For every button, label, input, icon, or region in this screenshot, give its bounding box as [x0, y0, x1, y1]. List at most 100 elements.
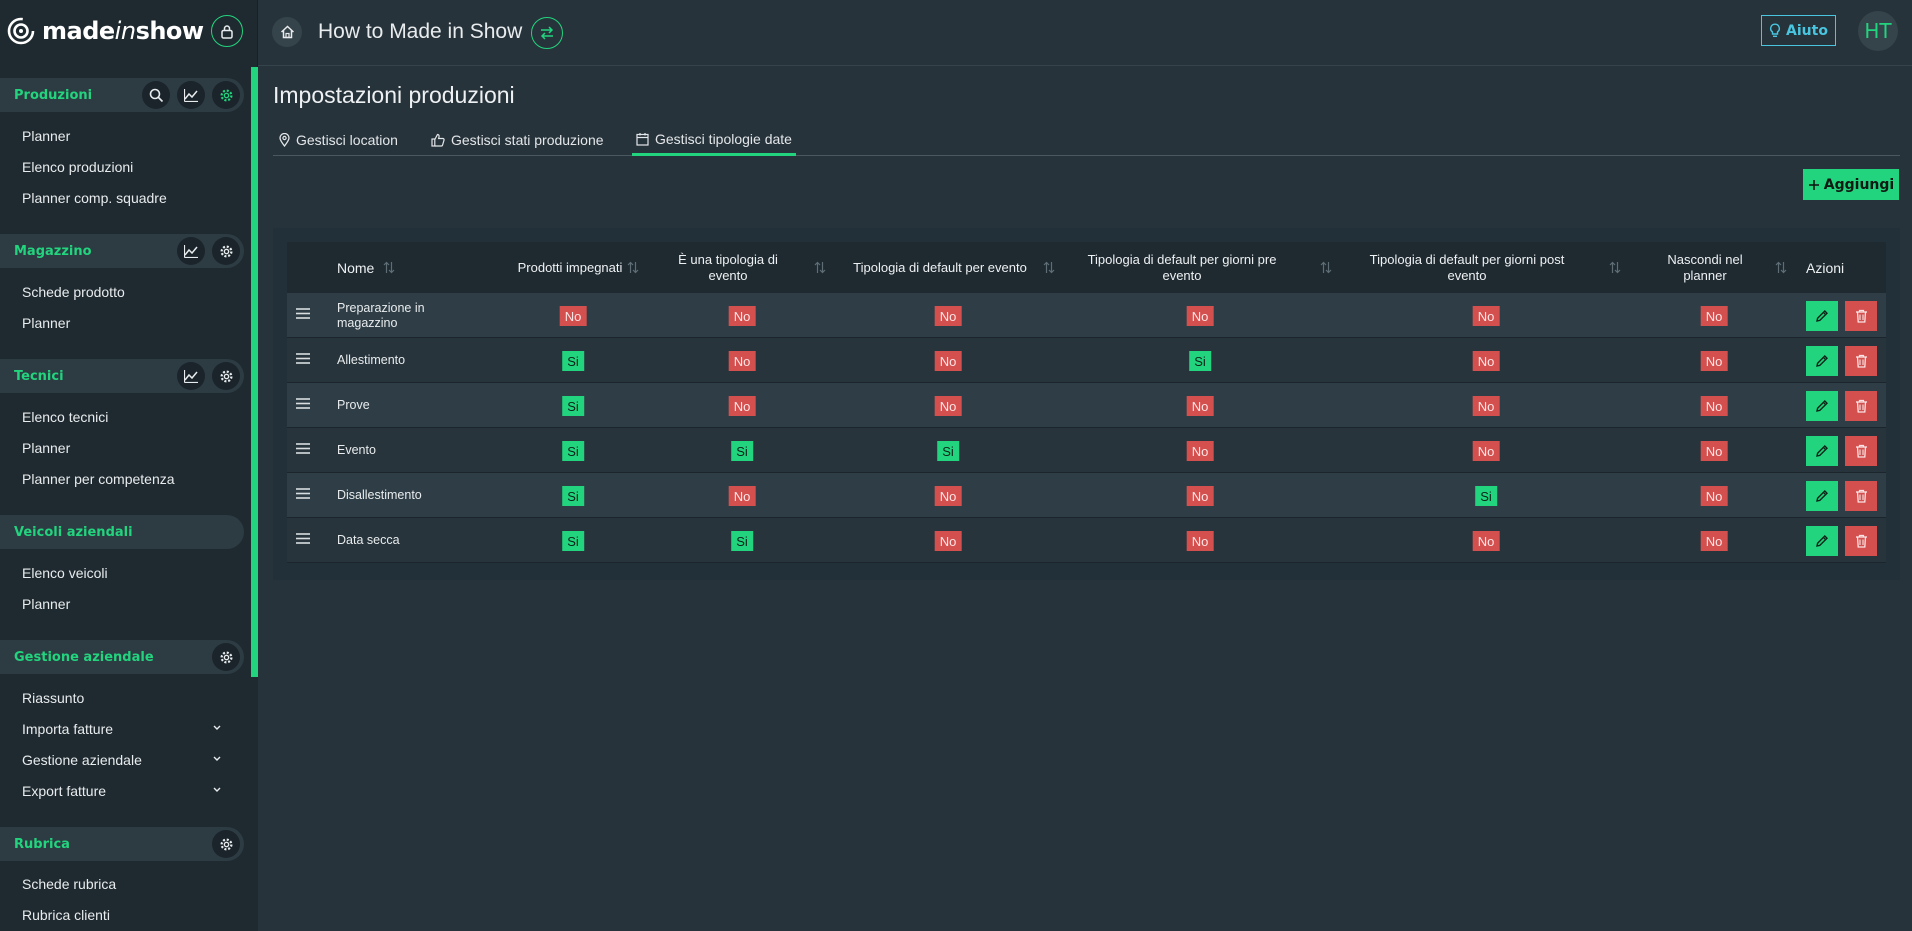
sidebar-group-produzioni[interactable]: Produzioni [0, 78, 244, 112]
badge-nascondi-planner: No [1700, 441, 1728, 461]
table-row[interactable]: Prove Si No No No No No [287, 383, 1886, 428]
sidebar-item-elenco-produzioni[interactable]: Elenco produzioni [22, 159, 134, 175]
tab-label: Gestisci tipologie date [655, 130, 792, 147]
sidebar-item-importa-fatture[interactable]: Importa fatture [22, 721, 114, 737]
drag-handle-icon[interactable] [296, 443, 310, 454]
sort-icon[interactable] [1043, 261, 1055, 274]
chevron-down-icon[interactable] [212, 724, 222, 732]
sidebar-item-export-fatture[interactable]: Export fatture [22, 783, 107, 799]
chart-icon[interactable] [177, 237, 205, 265]
badge-default-post-evento: No [1472, 306, 1500, 326]
drag-handle-icon[interactable] [296, 533, 310, 544]
sidebar-group-magazzino[interactable]: Magazzino [0, 234, 244, 268]
sidebar-item-planner-per-competenza[interactable]: Planner per competenza [22, 471, 175, 487]
thumbs-up-icon [431, 133, 445, 147]
table-row[interactable]: Disallestimento Si No No No Si No [287, 473, 1886, 518]
sidebar-item-planner[interactable]: Planner [22, 128, 71, 144]
sort-icon[interactable] [814, 261, 826, 274]
trash-icon [1855, 534, 1867, 548]
sort-icon[interactable] [1320, 261, 1332, 274]
sort-icon[interactable] [1609, 261, 1621, 274]
gear-icon[interactable] [212, 830, 240, 858]
sidebar-item-rubrica-clienti[interactable]: Rubrica clienti [22, 907, 110, 923]
chart-icon[interactable] [177, 81, 205, 109]
column-header-tipologia-evento[interactable]: È una tipologia di evento [678, 251, 778, 283]
sidebar-group-gestione-aziendale[interactable]: Gestione aziendale [0, 640, 244, 674]
sort-icon[interactable] [627, 261, 639, 274]
gear-icon[interactable] [212, 643, 240, 671]
tab-gestisci-tipologie-date[interactable]: Gestisci tipologie date [632, 124, 796, 156]
avatar[interactable]: HT [1858, 11, 1898, 51]
sort-icon[interactable] [1775, 261, 1787, 274]
delete-button[interactable] [1845, 526, 1877, 556]
badge-default-post-evento: Si [1475, 486, 1497, 506]
plus-icon [1808, 179, 1819, 190]
chevron-down-icon[interactable] [212, 755, 222, 763]
drag-handle-icon[interactable] [296, 398, 310, 409]
sidebar-item-schede-prodotto[interactable]: Schede prodotto [22, 284, 125, 300]
edit-button[interactable] [1806, 346, 1838, 376]
group-title: Veicoli aziendali [14, 524, 133, 540]
edit-button[interactable] [1806, 526, 1838, 556]
gear-icon[interactable] [212, 362, 240, 390]
sidebar-item-elenco-veicoli[interactable]: Elenco veicoli [22, 565, 108, 581]
badge-prodotti-impegnati: Si [562, 531, 584, 551]
sidebar-item-planner-comp-squadre[interactable]: Planner comp. squadre [22, 190, 167, 206]
badge-default-post-evento: No [1472, 441, 1500, 461]
column-header-prodotti-impegnati[interactable]: Prodotti impegnati [517, 259, 623, 275]
column-header-default-pre-evento[interactable]: Tipologia di default per giorni pre even… [1087, 251, 1277, 283]
sidebar-group-rubrica[interactable]: Rubrica [0, 827, 244, 861]
delete-button[interactable] [1845, 436, 1877, 466]
column-header-nascondi-planner[interactable]: Nascondi nel planner [1667, 251, 1743, 283]
drag-handle-icon[interactable] [296, 488, 310, 499]
sidebar-item-schede-rubrica[interactable]: Schede rubrica [22, 876, 117, 892]
add-button[interactable]: Aggiungi [1803, 169, 1899, 200]
sidebar-item-planner[interactable]: Planner [22, 596, 71, 612]
table-row[interactable]: Preparazione in magazzino No No No No No No [287, 293, 1886, 338]
sidebar-item-gestione-aziendale[interactable]: Gestione aziendale [22, 752, 142, 768]
table-header: Nome Prodotti impegnati È una tipologia … [287, 242, 1886, 293]
sort-icon[interactable] [383, 261, 395, 274]
sidebar-group-veicoli-aziendali[interactable]: Veicoli aziendali [0, 515, 244, 549]
delete-button[interactable] [1845, 481, 1877, 511]
delete-button[interactable] [1845, 346, 1877, 376]
sidebar-item-planner[interactable]: Planner [22, 315, 71, 331]
switch-button[interactable] [531, 17, 563, 49]
badge-default-post-evento: No [1472, 531, 1500, 551]
drag-handle-icon[interactable] [296, 353, 310, 364]
sidebar-item-planner[interactable]: Planner [22, 440, 71, 456]
tab-gestisci-stati-produzione[interactable]: Gestisci stati produzione [427, 124, 608, 155]
help-button[interactable]: Aiuto [1761, 15, 1836, 46]
home-button[interactable] [272, 17, 302, 47]
search-icon[interactable] [142, 81, 170, 109]
column-header-default-post-evento[interactable]: Tipologia di default per giorni post eve… [1369, 251, 1565, 283]
gear-icon[interactable] [212, 237, 240, 265]
sidebar-item-elenco-tecnici[interactable]: Elenco tecnici [22, 409, 109, 425]
group-title: Magazzino [14, 243, 92, 259]
edit-button[interactable] [1806, 391, 1838, 421]
group-title: Rubrica [14, 836, 70, 852]
drag-handle-icon[interactable] [296, 308, 310, 319]
delete-button[interactable] [1845, 391, 1877, 421]
column-header-nome[interactable]: Nome [337, 259, 375, 276]
edit-button[interactable] [1806, 301, 1838, 331]
tab-gestisci-location[interactable]: Gestisci location [275, 124, 402, 155]
gear-icon[interactable] [212, 81, 240, 109]
sidebar-group-tecnici[interactable]: Tecnici [0, 359, 244, 393]
table-row[interactable]: Evento Si Si Si No No No [287, 428, 1886, 473]
edit-button[interactable] [1806, 436, 1838, 466]
edit-button[interactable] [1806, 481, 1838, 511]
logo[interactable]: madeinshow [0, 0, 250, 62]
table-row[interactable]: Data secca Si Si No No No No [287, 518, 1886, 563]
table-row[interactable]: Allestimento Si No No Si No No [287, 338, 1886, 383]
sidebar-scrollbar-thumb[interactable] [251, 67, 258, 677]
trash-icon [1855, 399, 1867, 413]
badge-default-pre-evento: No [1186, 396, 1214, 416]
lock-icon [221, 24, 233, 39]
chart-icon[interactable] [177, 362, 205, 390]
lock-button[interactable] [211, 15, 243, 47]
sidebar-item-riassunto[interactable]: Riassunto [22, 690, 85, 706]
delete-button[interactable] [1845, 301, 1877, 331]
column-header-default-evento[interactable]: Tipologia di default per evento [853, 259, 1027, 275]
chevron-down-icon[interactable] [212, 786, 222, 794]
